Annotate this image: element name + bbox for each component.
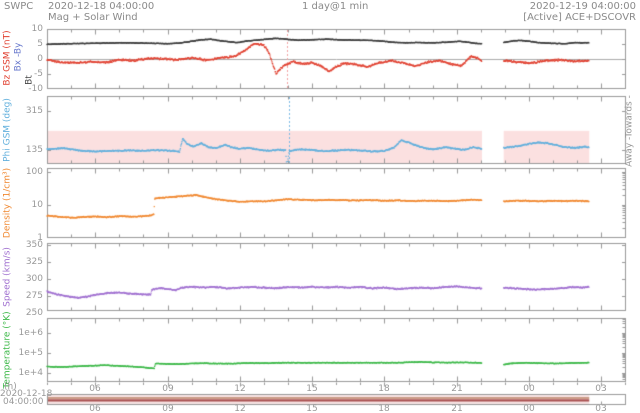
x-tick-label: 03 bbox=[595, 384, 607, 394]
y-tick-label: 0 bbox=[37, 54, 43, 64]
start-datetime: 2020-12-18 04:00:00 bbox=[48, 1, 155, 12]
x-tick-label: 12 bbox=[234, 384, 246, 394]
sector-axis-label: Away -Towards - bbox=[624, 95, 635, 167]
agency-label: SWPC bbox=[4, 1, 34, 12]
axis2-start-date: 2020-12-18 bbox=[0, 389, 53, 399]
x-tick-label: 18 bbox=[378, 384, 390, 394]
x-tick-label: 09 bbox=[162, 403, 174, 413]
plot-title: Mag + Solar Wind bbox=[48, 12, 138, 23]
y-tick-label: 5 bbox=[37, 39, 43, 49]
x-tick-label: 06 bbox=[89, 384, 101, 394]
x-unit-label: (h) bbox=[4, 382, 17, 392]
x-tick-label: 15 bbox=[306, 403, 318, 413]
axis2-start-time: 04:00:00 bbox=[3, 397, 44, 407]
y-tick-label: 300 bbox=[25, 274, 43, 284]
y-tick-label: 275 bbox=[25, 291, 43, 301]
y-tick-label: 1e+4 bbox=[18, 368, 43, 378]
y-tick-label: 1e+5 bbox=[18, 348, 43, 358]
y-tick-label: 250 bbox=[25, 308, 43, 318]
y-tick-label: 1e+6 bbox=[18, 328, 43, 338]
x-tick-label: 00 bbox=[523, 403, 535, 413]
y-tick-label: -5 bbox=[34, 69, 43, 79]
y-tick-label: 135 bbox=[25, 145, 43, 155]
x-tick-label: 00 bbox=[523, 384, 535, 394]
x-tick-label: 21 bbox=[451, 403, 463, 413]
x-tick-label: 15 bbox=[306, 384, 318, 394]
y-tick-label: 10 bbox=[31, 24, 43, 34]
y-tick-label: 10 bbox=[31, 200, 43, 210]
y-tick-label: 1 bbox=[37, 233, 43, 243]
y-tick-label: 350 bbox=[25, 240, 43, 250]
end-datetime: 2020-12-19 04:00:00 bbox=[529, 1, 636, 12]
x-tick-label: 21 bbox=[451, 384, 463, 394]
y-tick-label: 315 bbox=[25, 106, 43, 116]
y-tick-label: 100 bbox=[25, 167, 43, 177]
data-source-label: [Active] ACE+DSCOVR bbox=[523, 12, 636, 23]
cadence-label: 1 day@1 min bbox=[302, 1, 369, 12]
x-tick-label: 12 bbox=[234, 403, 246, 413]
x-tick-label: 18 bbox=[378, 403, 390, 413]
y-tick-label: 325 bbox=[25, 257, 43, 267]
x-tick-label: 09 bbox=[162, 384, 174, 394]
x-tick-label: 03 bbox=[595, 403, 607, 413]
y-tick-label: -10 bbox=[28, 84, 43, 94]
x-tick-label: 06 bbox=[89, 403, 101, 413]
